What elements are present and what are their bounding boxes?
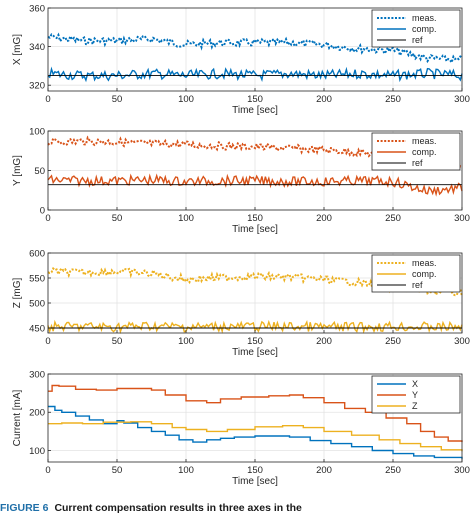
x-tick-label: 200 [316, 465, 332, 476]
x-tick-label: 50 [112, 465, 123, 476]
legend-label: ref [412, 158, 423, 168]
legend: meas.comp.ref [371, 132, 461, 171]
x-tick-label: 150 [247, 336, 263, 347]
x-tick-label: 0 [45, 94, 50, 105]
series-line-comp [47, 66, 463, 83]
y-axis-label: Z [mG] [12, 278, 23, 309]
chart-panel-3: 0 50 100 150 200 250 300 450 500 550 600 Time [sec]… [12, 248, 470, 358]
y-tick-label: 320 [29, 81, 45, 92]
legend-label: meas. [412, 13, 437, 23]
series-line-Y [48, 384, 463, 443]
y-tick-label: 450 [29, 323, 45, 334]
chart-panel-4: 0 50 100 150 200 250 300 100 200 300 Time [sec] Cur… [12, 369, 470, 487]
legend: meas.comp.ref [371, 254, 461, 293]
chart-panel-2: 0 50 100 150 200 250 300 0 50 100 Time [sec] Y [mG]… [12, 126, 470, 235]
x-tick-label: 0 [45, 465, 50, 476]
x-tick-label: 150 [247, 94, 263, 105]
chart-panel-1: 0 50 100 150 200 250 300 320 340 360 Time [sec] X [… [12, 3, 470, 116]
y-tick-label: 200 [29, 408, 45, 419]
y-axis-label: Y [mG] [12, 155, 23, 186]
y-axis-label: X [mG] [12, 34, 23, 65]
legend-label: X [412, 379, 418, 389]
legend-label: meas. [412, 136, 437, 146]
x-axis-label: Time [sec] [232, 105, 278, 116]
x-axis-label: Time [sec] [232, 476, 278, 487]
x-tick-label: 100 [178, 213, 194, 224]
y-tick-label: 100 [29, 126, 45, 137]
x-tick-label: 150 [247, 213, 263, 224]
legend-label: comp. [412, 147, 437, 157]
series-line-X [48, 405, 463, 459]
x-tick-label: 250 [385, 94, 401, 105]
y-tick-label: 50 [34, 166, 45, 177]
series-line-meas [47, 32, 463, 65]
x-tick-label: 50 [112, 336, 123, 347]
x-tick-label: 250 [385, 213, 401, 224]
legend: meas.comp.ref [371, 9, 461, 48]
y-tick-label: 600 [29, 248, 45, 259]
y-tick-label: 360 [29, 3, 45, 14]
legend-label: Y [412, 390, 418, 400]
x-tick-label: 0 [45, 336, 50, 347]
x-axis-label: Time [sec] [232, 224, 278, 235]
y-tick-label: 0 [40, 205, 45, 216]
x-tick-label: 250 [385, 465, 401, 476]
x-tick-label: 150 [247, 465, 263, 476]
x-tick-label: 200 [316, 336, 332, 347]
x-tick-label: 50 [112, 213, 123, 224]
caption-text: Current compensation results in three ax… [54, 502, 302, 514]
x-tick-label: 200 [316, 94, 332, 105]
y-tick-label: 300 [29, 369, 45, 380]
x-tick-label: 200 [316, 213, 332, 224]
x-tick-label: 300 [454, 336, 470, 347]
x-tick-label: 100 [178, 465, 194, 476]
x-tick-label: 50 [112, 94, 123, 105]
x-tick-label: 300 [454, 213, 470, 224]
legend-label: comp. [412, 24, 437, 34]
y-tick-label: 100 [29, 446, 45, 457]
x-tick-label: 300 [454, 94, 470, 105]
legend-label: meas. [412, 258, 437, 268]
series-line-Z [48, 421, 463, 452]
figure-caption: FIGURE 6 Current compensation results in … [0, 502, 474, 518]
legend: XYZ [371, 375, 461, 414]
x-tick-label: 250 [385, 336, 401, 347]
y-axis-label: Current [mA] [12, 389, 23, 446]
y-tick-label: 500 [29, 298, 45, 309]
caption-label: FIGURE 6 [0, 502, 49, 514]
x-tick-label: 0 [45, 213, 50, 224]
x-tick-label: 100 [178, 94, 194, 105]
y-tick-label: 340 [29, 42, 45, 53]
legend-label: ref [412, 35, 423, 45]
x-tick-label: 300 [454, 465, 470, 476]
legend-label: comp. [412, 269, 437, 279]
x-tick-label: 100 [178, 336, 194, 347]
x-axis-label: Time [sec] [232, 347, 278, 358]
legend-label: ref [412, 280, 423, 290]
legend-label: Z [412, 401, 418, 411]
y-tick-label: 550 [29, 273, 45, 284]
